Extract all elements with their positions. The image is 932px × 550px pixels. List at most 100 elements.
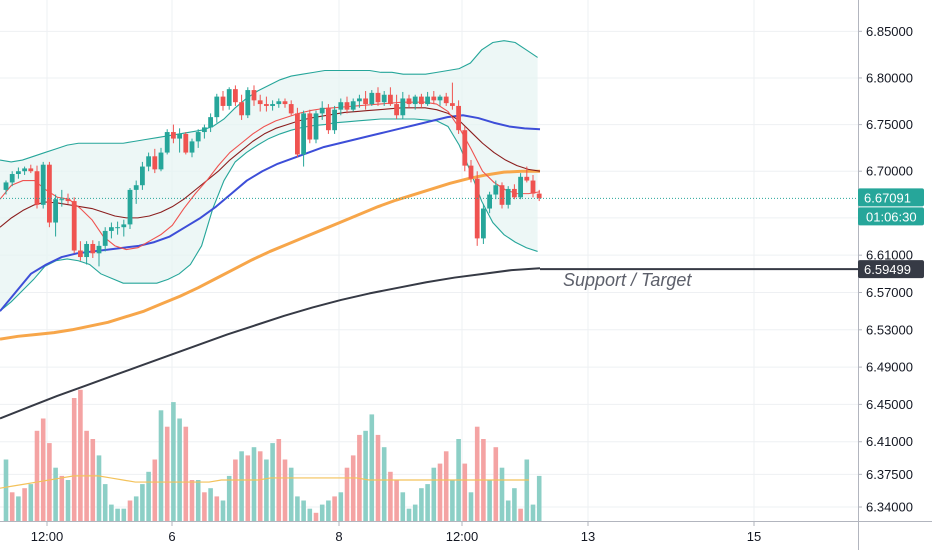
volume-bar xyxy=(487,480,492,521)
volume-bar xyxy=(332,496,337,521)
volume-bar xyxy=(493,447,499,521)
volume-bar xyxy=(177,418,182,521)
volume-bar xyxy=(419,488,424,521)
candle-body xyxy=(171,132,176,139)
candle-body xyxy=(536,193,542,199)
volume-bar xyxy=(375,434,381,521)
candle-body xyxy=(53,199,58,223)
candle-body xyxy=(282,101,288,105)
price-tick-label: 6.80000 xyxy=(866,70,913,85)
volume-bars xyxy=(3,389,542,521)
candle-body xyxy=(431,96,437,101)
volume-bar xyxy=(369,414,375,521)
candle-body xyxy=(177,133,182,139)
candle-body xyxy=(183,133,189,153)
ma-blue-line xyxy=(0,114,541,312)
candle-body xyxy=(133,185,139,190)
candle-body xyxy=(96,245,102,254)
candle-body xyxy=(9,174,15,183)
time-axis[interactable]: 12:00 6 8 12:00 13 15 xyxy=(31,522,762,544)
price-tick-label: 6.70000 xyxy=(866,164,913,179)
volume-bar xyxy=(3,459,9,521)
candle-body xyxy=(301,113,306,155)
candle-body xyxy=(394,104,399,116)
candle-body xyxy=(313,113,319,140)
volume-bar xyxy=(22,488,27,521)
volume-bar xyxy=(245,455,251,521)
candle-body xyxy=(474,178,480,239)
candle-body xyxy=(388,94,393,105)
volume-bar xyxy=(195,480,201,521)
support-annotation[interactable]: Support / Target xyxy=(563,270,692,290)
candle-body xyxy=(326,107,331,131)
time-tick-label: 15 xyxy=(747,529,761,544)
volume-bar xyxy=(183,426,189,521)
price-tick-label: 6.57000 xyxy=(866,285,913,300)
support-price-badge: 6.59499 xyxy=(858,260,924,279)
candle-body xyxy=(71,201,77,251)
candle-body xyxy=(40,164,46,205)
candle-body xyxy=(518,176,523,198)
candle-body xyxy=(214,96,220,118)
volume-bar xyxy=(307,508,313,521)
volume-bar xyxy=(474,426,480,521)
candle-body xyxy=(369,92,375,105)
candle-body xyxy=(22,168,27,172)
volume-bar xyxy=(530,504,536,521)
ma-long-line xyxy=(0,267,541,420)
volume-bar xyxy=(295,496,300,521)
volume-bar xyxy=(127,500,133,521)
candle-body xyxy=(468,165,474,179)
volume-bar xyxy=(226,475,232,521)
candle-body xyxy=(456,105,461,131)
volume-bar xyxy=(388,471,393,521)
candle-body xyxy=(481,208,486,239)
candle-body xyxy=(109,227,114,231)
volume-bar xyxy=(90,439,96,521)
volume-bar xyxy=(264,459,269,521)
candle-body xyxy=(127,189,133,225)
candle-body xyxy=(450,103,455,106)
volume-bar xyxy=(164,426,170,521)
volume-bar xyxy=(425,484,430,521)
candle-body xyxy=(406,98,412,105)
candle-body xyxy=(493,185,499,195)
volume-bar xyxy=(71,398,77,521)
candle-body xyxy=(524,176,530,181)
volume-bar xyxy=(512,488,517,521)
candle-body xyxy=(84,243,89,258)
candle-body xyxy=(65,199,71,202)
candle-body xyxy=(226,89,232,106)
volume-bar xyxy=(462,463,468,521)
volume-bar xyxy=(171,402,176,521)
bar-countdown-label: 01:06:30 xyxy=(866,209,917,224)
bollinger-fill xyxy=(0,40,538,312)
volume-bar xyxy=(524,459,530,521)
ma-fast-line xyxy=(0,101,541,251)
volume-bar xyxy=(270,443,275,521)
volume-bar xyxy=(257,451,263,521)
volume-bar xyxy=(288,467,294,521)
price-tick-label: 6.61000 xyxy=(866,248,913,263)
candle-body xyxy=(140,166,145,186)
bollinger-bands xyxy=(0,40,538,312)
volume-bar xyxy=(239,451,244,521)
candle-body xyxy=(437,96,443,101)
volume-bar xyxy=(34,430,40,521)
candle-body xyxy=(78,250,83,258)
volume-bar xyxy=(443,451,449,521)
price-tick-label: 6.34000 xyxy=(866,500,913,515)
volume-bar xyxy=(152,459,158,521)
candle-body xyxy=(270,104,275,106)
volume-bar xyxy=(40,418,46,521)
volume-bar xyxy=(146,471,151,521)
candle-body xyxy=(375,92,381,103)
volume-bar xyxy=(9,492,15,521)
current-price-label: 6.67091 xyxy=(864,190,911,205)
volume-bar xyxy=(536,475,542,521)
candle-body xyxy=(400,98,406,116)
candle-body xyxy=(462,130,468,166)
volume-bar xyxy=(450,480,455,521)
candle-body xyxy=(245,90,251,116)
